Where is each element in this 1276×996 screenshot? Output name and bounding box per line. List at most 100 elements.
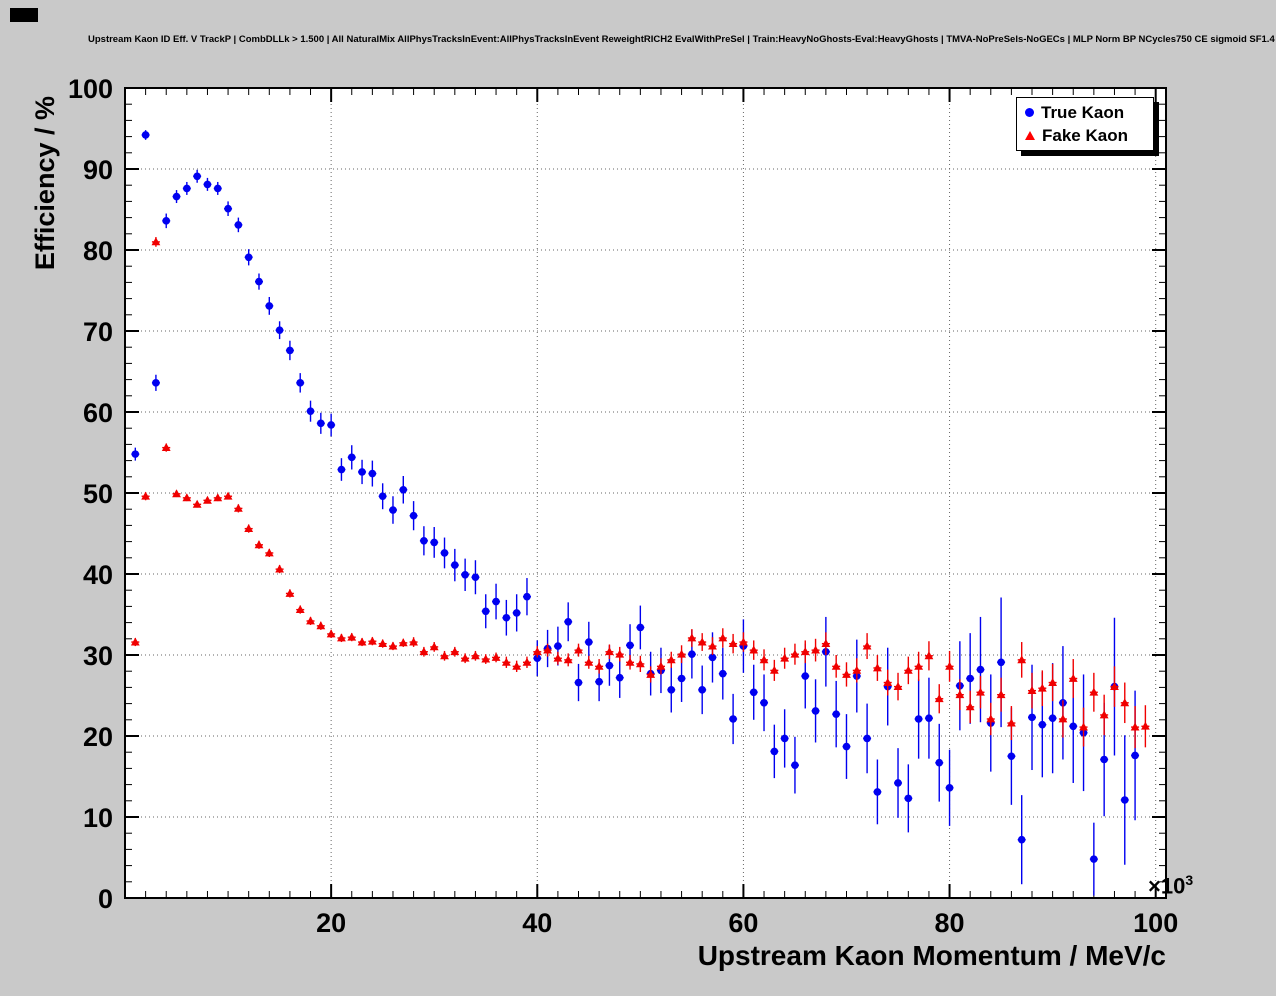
data-point-fake-kaon [244, 524, 254, 533]
data-point-fake-kaon [976, 687, 985, 696]
data-point-fake-kaon [481, 654, 491, 663]
data-point-fake-kaon [254, 540, 264, 549]
data-point-fake-kaon [811, 645, 820, 654]
data-point-true-kaon [368, 469, 377, 478]
data-point-fake-kaon [429, 642, 439, 651]
data-point-true-kaon [399, 485, 408, 494]
data-point-fake-kaon [697, 637, 707, 646]
data-point-true-kaon [925, 714, 933, 722]
data-point-true-kaon [863, 734, 871, 743]
data-point-fake-kaon [388, 641, 398, 650]
data-point-true-kaon [585, 638, 593, 646]
data-point-true-kaon [708, 653, 717, 662]
data-point-fake-kaon [1037, 683, 1047, 692]
data-point-fake-kaon [656, 661, 666, 670]
data-point-fake-kaon [295, 605, 305, 614]
data-point-true-kaon [636, 623, 645, 632]
data-point-true-kaon [481, 607, 490, 616]
data-point-fake-kaon [1110, 681, 1119, 690]
data-point-true-kaon [749, 688, 758, 697]
data-point-fake-kaon [450, 647, 460, 656]
data-point-fake-kaon [1006, 718, 1016, 727]
data-point-true-kaon [605, 661, 614, 670]
data-point-true-kaon [811, 707, 820, 715]
data-point-true-kaon [770, 747, 779, 756]
data-point-true-kaon [595, 677, 603, 686]
data-point-true-kaon [976, 665, 985, 674]
x-tick-label: 80 [935, 908, 965, 938]
data-point-true-kaon [492, 597, 500, 606]
data-point-true-kaon [966, 674, 974, 683]
data-point-true-kaon [358, 468, 366, 476]
data-point-true-kaon [347, 453, 356, 462]
data-point-fake-kaon [708, 641, 717, 650]
data-point-true-kaon [791, 761, 799, 769]
data-point-true-kaon [502, 613, 511, 622]
data-point-fake-kaon [769, 665, 779, 674]
data-point-true-kaon [234, 221, 243, 229]
data-point-fake-kaon [605, 647, 614, 656]
data-point-fake-kaon [1120, 698, 1130, 707]
data-point-true-kaon [461, 571, 469, 579]
data-point-fake-kaon [821, 639, 831, 648]
data-point-fake-kaon [965, 702, 975, 711]
legend-label: Fake Kaon [1042, 126, 1128, 145]
data-point-true-kaon [430, 538, 439, 547]
data-point-fake-kaon [883, 677, 893, 686]
x-tick-label: 100 [1133, 908, 1178, 938]
data-point-true-kaon [1007, 752, 1016, 761]
data-point-fake-kaon [264, 548, 274, 557]
data-point-true-kaon [1120, 796, 1129, 804]
data-point-fake-kaon [749, 645, 759, 654]
data-point-fake-kaon [233, 503, 243, 512]
data-point-true-kaon [255, 277, 263, 286]
data-point-fake-kaon [893, 681, 903, 690]
data-point-fake-kaon [625, 657, 635, 666]
data-point-true-kaon [574, 678, 583, 687]
data-point-fake-kaon [996, 690, 1006, 699]
data-point-fake-kaon [924, 651, 934, 660]
data-point-fake-kaon [873, 663, 882, 672]
data-point-true-kaon [512, 609, 521, 617]
data-point-fake-kaon [161, 443, 171, 452]
data-point-true-kaon [533, 654, 542, 663]
plot-title: Upstream Kaon ID Eff. V TrackP | CombDLL… [88, 34, 1276, 45]
data-point-fake-kaon [203, 495, 212, 504]
data-point-fake-kaon [759, 655, 769, 664]
data-point-true-kaon [904, 794, 913, 803]
data-point-fake-kaon [862, 641, 872, 650]
data-point-fake-kaon [574, 645, 583, 654]
data-point-fake-kaon [553, 653, 563, 662]
data-point-true-kaon [1038, 720, 1047, 729]
data-point-fake-kaon [615, 649, 625, 658]
data-point-true-kaon [997, 658, 1005, 667]
data-point-true-kaon [935, 758, 944, 767]
data-point-fake-kaon [1099, 710, 1109, 719]
data-point-fake-kaon [1027, 686, 1037, 695]
data-point-true-kaon [842, 742, 851, 751]
data-point-fake-kaon [780, 653, 790, 662]
data-point-true-kaon [224, 204, 232, 213]
y-tick-label: 70 [83, 317, 113, 347]
data-point-fake-kaon [677, 649, 686, 658]
data-point-fake-kaon [172, 489, 181, 498]
data-point-fake-kaon [398, 638, 408, 647]
data-point-fake-kaon [306, 616, 315, 625]
y-tick-label: 10 [83, 803, 113, 833]
data-point-true-kaon [780, 734, 789, 743]
data-point-true-kaon [141, 131, 150, 139]
data-point-true-kaon [760, 698, 768, 707]
data-point-true-kaon [945, 784, 954, 792]
data-point-true-kaon [873, 788, 882, 796]
x-tick-label: 20 [316, 908, 346, 938]
data-point-true-kaon [801, 672, 810, 680]
data-point-true-kaon [183, 184, 191, 193]
data-point-true-kaon [1048, 714, 1057, 722]
data-point-fake-kaon [419, 647, 429, 656]
data-point-fake-kaon [130, 637, 140, 646]
data-point-fake-kaon [914, 661, 924, 670]
data-point-fake-kaon [522, 657, 532, 666]
data-point-fake-kaon [471, 651, 480, 660]
data-point-fake-kaon [192, 499, 202, 508]
